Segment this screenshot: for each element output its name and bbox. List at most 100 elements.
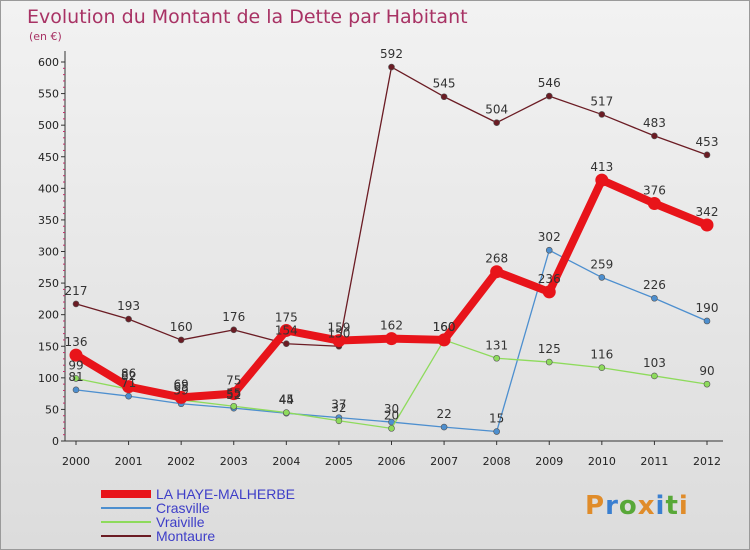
y-tick-label: 100 [38, 372, 59, 385]
data-point [700, 218, 714, 232]
data-label: 37 [331, 398, 346, 412]
data-label: 82 [121, 369, 136, 383]
chart-subtitle: (en €) [29, 30, 62, 43]
x-tick-label: 2004 [272, 455, 300, 468]
data-label: 125 [538, 342, 561, 356]
x-tick-label: 2000 [62, 455, 90, 468]
legend-swatch [101, 535, 151, 537]
y-tick-label: 150 [38, 340, 59, 353]
data-point [703, 380, 711, 388]
data-label: 268 [485, 252, 508, 266]
data-point [388, 63, 395, 71]
data-label: 45 [279, 393, 294, 407]
data-point [595, 173, 609, 187]
data-label: 116 [590, 348, 613, 362]
data-label: 176 [222, 310, 245, 324]
data-point [335, 417, 343, 425]
y-tick-label: 200 [38, 309, 59, 322]
data-label: 136 [65, 335, 88, 349]
data-point [122, 380, 136, 394]
data-point [72, 386, 80, 394]
series-line [75, 66, 708, 347]
logo-letter: x [637, 491, 656, 521]
x-tick-label: 2006 [378, 455, 406, 468]
data-point [647, 196, 661, 210]
data-label: 22 [436, 407, 451, 421]
y-tick-label: 550 [38, 88, 59, 101]
data-point [598, 274, 606, 281]
data-label: 193 [117, 299, 140, 313]
x-tick-label: 2008 [483, 455, 511, 468]
data-label: 65 [174, 380, 189, 394]
data-label: 159 [327, 321, 350, 335]
data-point [703, 151, 711, 159]
x-tick-label: 2012 [693, 455, 721, 468]
data-point [545, 358, 553, 366]
x-tick-label: 2010 [588, 455, 616, 468]
logo-letter: i [655, 491, 666, 521]
data-label: 99 [68, 358, 83, 372]
data-label: 162 [380, 319, 403, 333]
series-line [72, 176, 711, 402]
data-label: 160 [170, 320, 193, 334]
legend-label: Vraiville [156, 514, 205, 530]
data-label: 175 [275, 310, 298, 324]
data-point [72, 375, 80, 382]
data-point [72, 300, 80, 308]
x-tick-label: 2003 [220, 455, 248, 468]
data-label: 342 [696, 205, 719, 219]
data-label: 190 [696, 301, 719, 315]
data-point [283, 409, 290, 416]
data-point [227, 387, 241, 401]
data-point [440, 423, 448, 431]
data-label: 44 [279, 393, 294, 407]
x-tick-label: 2011 [640, 455, 668, 468]
data-point [279, 323, 293, 337]
logo-letter: o [618, 491, 638, 521]
data-point [651, 132, 658, 140]
data-label: 376 [643, 183, 666, 197]
data-label: 592 [380, 47, 403, 61]
data-point [332, 334, 346, 348]
x-tick-label: 2001 [115, 455, 143, 468]
data-label: 59 [174, 384, 189, 398]
data-label: 217 [65, 284, 88, 298]
legend-swatch [101, 490, 151, 498]
data-point [125, 315, 132, 323]
legend-label: Montaure [156, 528, 216, 544]
data-label: 236 [538, 272, 561, 286]
data-label: 69 [174, 377, 189, 391]
data-point [437, 333, 451, 347]
data-label: 517 [590, 94, 613, 108]
data-label: 52 [226, 388, 241, 402]
data-label: 15 [489, 412, 504, 426]
proxiti-logo: Proxiti [585, 491, 689, 521]
data-point [174, 390, 188, 404]
data-label: 131 [485, 338, 508, 352]
data-point [125, 392, 132, 400]
y-tick-label: 50 [45, 403, 59, 416]
data-label: 259 [590, 257, 613, 271]
data-label: 546 [538, 76, 561, 90]
chart-title: Evolution du Montant de la Dette par Hab… [27, 6, 468, 28]
data-label: 32 [331, 401, 346, 415]
data-label: 160 [433, 320, 456, 334]
data-point [230, 326, 238, 334]
data-label: 302 [538, 230, 561, 244]
data-point [177, 336, 185, 344]
data-point [493, 354, 500, 362]
y-tick-label: 300 [38, 246, 59, 259]
data-point [69, 348, 83, 362]
data-label: 30 [384, 402, 399, 416]
data-point [598, 364, 606, 372]
x-tick-label: 2005 [325, 455, 353, 468]
x-tick-label: 2009 [535, 455, 563, 468]
data-label: 55 [226, 386, 241, 400]
data-label: 103 [643, 356, 666, 370]
data-label: 71 [121, 376, 136, 390]
data-point [651, 372, 658, 380]
data-point [493, 119, 500, 126]
data-label: 81 [68, 370, 83, 384]
